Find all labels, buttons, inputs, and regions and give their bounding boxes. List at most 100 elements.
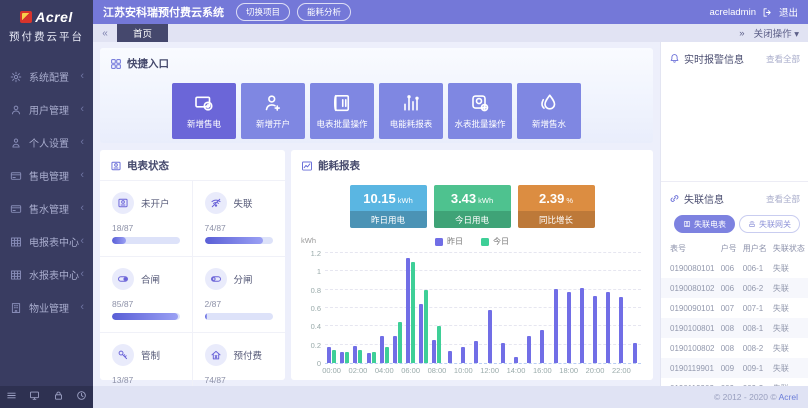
x-tick-label: 04:00 <box>374 366 394 375</box>
meter-status-label: 分闸 <box>233 275 253 286</box>
tabs-scroll-left-icon[interactable]: « <box>102 27 108 39</box>
x-tick-label: 14:00 <box>506 366 526 375</box>
bar-yesterday <box>553 288 558 363</box>
table-cell: 失联 <box>769 278 808 298</box>
meter-status-value: 13/87 <box>112 375 134 385</box>
table-row[interactable]: 0190119901 009 009-1 失联 <box>661 358 808 378</box>
bar-yesterday <box>432 340 437 363</box>
y-tick-label: 1.2 <box>310 249 321 258</box>
quick-button-meter-batch-ops[interactable]: 电表批量操作 <box>310 83 374 139</box>
table-icon <box>9 235 22 248</box>
platform-subtitle: 预付费云平台 <box>9 31 84 43</box>
quick-button-add-water-sale[interactable]: 新增售水 <box>517 83 581 139</box>
building-icon <box>9 301 22 314</box>
card-icon <box>9 169 22 182</box>
table-row[interactable]: 0190080102 006 006-2 失联 <box>661 278 808 298</box>
bar-yesterday <box>487 309 492 363</box>
chart-y-axis-label: kWh <box>301 236 316 245</box>
energy-analysis-button[interactable]: 能耗分析 <box>297 3 352 21</box>
chevron-left-icon: ‹ <box>80 301 84 313</box>
gridline: 1.2 <box>311 249 641 258</box>
bar-group-10:00: 10:00 <box>454 254 473 375</box>
tab-home[interactable]: 首页 <box>117 24 169 42</box>
progress-fill <box>112 237 127 244</box>
offline-view-all-link[interactable]: 查看全部 <box>765 193 800 204</box>
sidebar-item-system-config[interactable]: 系统配置 ‹ <box>0 60 93 93</box>
bar-groups: 00:00 02:00 04:00 06:00 08:00 10:00 12:00 14:00… <box>322 254 641 375</box>
copyright-text: © 2012 - 2020 © <box>714 392 777 402</box>
switch-project-button[interactable]: 切换项目 <box>236 3 291 21</box>
sidebar-item-label: 电报表中心 <box>29 238 79 249</box>
quick-button-add-account[interactable]: 新增开户 <box>241 83 305 139</box>
y-tick-label: 0.6 <box>310 304 321 313</box>
x-tick-label: 22:00 <box>611 366 631 375</box>
statusbar-monitor-icon[interactable] <box>29 388 40 406</box>
sidebar-item-electricity-sale[interactable]: 售电管理 ‹ <box>0 159 93 192</box>
sell-electricity-icon <box>194 93 214 113</box>
bar-group-13:00 <box>496 254 509 363</box>
bar-yesterday <box>606 291 611 363</box>
statusbar-menu-icon[interactable] <box>6 388 17 406</box>
meter-panel-icon <box>110 160 122 172</box>
table-row[interactable]: 0190100801 008 008-1 失联 <box>661 318 808 338</box>
table-row[interactable]: 0190080101 006 006-1 失联 <box>661 258 808 278</box>
bar-group-01:00 <box>338 254 351 363</box>
sidebar-item-electricity-report-center[interactable]: 电报表中心 ‹ <box>0 225 93 258</box>
table-cell: 007 <box>720 303 735 313</box>
x-tick-label: 10:00 <box>453 366 473 375</box>
table-cell: 008 <box>717 318 740 338</box>
chevron-left-icon: ‹ <box>80 136 84 148</box>
bar-today <box>384 346 389 363</box>
sidebar-item-property-management[interactable]: 物业管理 ‹ <box>0 291 93 324</box>
chevron-left-icon: ‹ <box>80 103 84 115</box>
bar-group-16:00: 16:00 <box>533 254 552 375</box>
table-cell: 失联 <box>769 358 808 378</box>
chart-plot-area: 0 0.2 0.4 0.6 0.8 1 1.2 00:00 02:00 04:00 06:00 08:… <box>311 249 641 375</box>
sidebar-item-water-report-center[interactable]: 水报表中心 ‹ <box>0 258 93 291</box>
stat-label: 今日用电 <box>433 211 511 228</box>
sidebar-item-user-management[interactable]: 用户管理 ‹ <box>0 93 93 126</box>
bar-group-19:00 <box>575 254 588 363</box>
energy-bar-chart: kWh 昨日 今日 0 0.2 0.4 0.6 0.8 1 1.2 00:00 02:00 04:0… <box>299 236 645 382</box>
sidebar-item-personal-settings[interactable]: 个人设置 ‹ <box>0 126 93 159</box>
sidebar-item-label: 物业管理 <box>29 304 69 315</box>
add-account-icon <box>263 93 283 113</box>
tabs-scroll-right-icon[interactable]: » <box>739 27 745 39</box>
offline-section-title: 失联信息 <box>684 195 724 206</box>
x-tick-label: 20:00 <box>585 366 605 375</box>
meter-status-value: 74/87 <box>204 375 226 385</box>
footer-brand-link[interactable]: Acrel <box>778 392 798 402</box>
acrel-logo-icon <box>20 11 33 23</box>
alarm-view-all-link[interactable]: 查看全部 <box>765 53 800 64</box>
meter-status-not-opened: 未开户 18/87 <box>100 181 193 257</box>
bar-group-15:00 <box>523 254 536 363</box>
quick-button-energy-report[interactable]: 电能耗报表 <box>379 83 443 139</box>
statusbar-clock-icon[interactable] <box>76 388 87 406</box>
legend-swatch <box>481 237 489 246</box>
bar-group-21:00 <box>602 254 615 363</box>
sidebar-item-label: 水报表中心 <box>29 271 79 282</box>
statusbar-lock-icon[interactable] <box>53 388 64 406</box>
sidebar-item-water-sale[interactable]: 售水管理 ‹ <box>0 192 93 225</box>
meter-status-offline: 失联 74/87 <box>192 181 285 257</box>
bar-group-20:00: 20:00 <box>586 254 604 375</box>
offline-gateways-button[interactable]: 失联网关 <box>739 215 800 233</box>
offline-meters-button[interactable]: 失联电表 <box>674 215 735 233</box>
quick-button-water-meter-batch-ops[interactable]: 水表批量操作 <box>448 83 512 139</box>
table-row[interactable]: 0190100802 008 008-2 失联 <box>661 338 808 358</box>
close-operations-dropdown[interactable]: 关闭操作 ▾ <box>753 29 799 40</box>
username[interactable]: acreladmin <box>709 6 756 18</box>
logout-button[interactable]: 退出 <box>778 8 798 19</box>
meter-status-label: 合闸 <box>141 275 161 286</box>
meter-status-panel: 电表状态 未开户 18/87 失联 74/87 合闸 85/87 分闸 2/87 管制 13/87… <box>100 150 285 408</box>
bell-icon <box>669 53 680 64</box>
switch-on-icon <box>112 268 134 290</box>
meter-status-grid: 未开户 18/87 失联 74/87 合闸 85/87 分闸 2/87 管制 13/87 预付费 74… <box>100 180 285 408</box>
progress-fill <box>204 313 208 320</box>
filter-button-label: 失联电表 <box>694 219 726 229</box>
offline-info-section: 失联信息 查看全部 失联电表 失联网关 表号 户号 用户名 失联状态 019008010… <box>661 182 808 398</box>
table-row[interactable]: 0190090101 007 007-1 失联 <box>661 298 808 318</box>
bar-yesterday <box>632 342 637 363</box>
bar-group-06:00: 06:00 <box>401 254 420 375</box>
quick-button-add-electricity-sale[interactable]: 新增售电 <box>172 83 236 139</box>
